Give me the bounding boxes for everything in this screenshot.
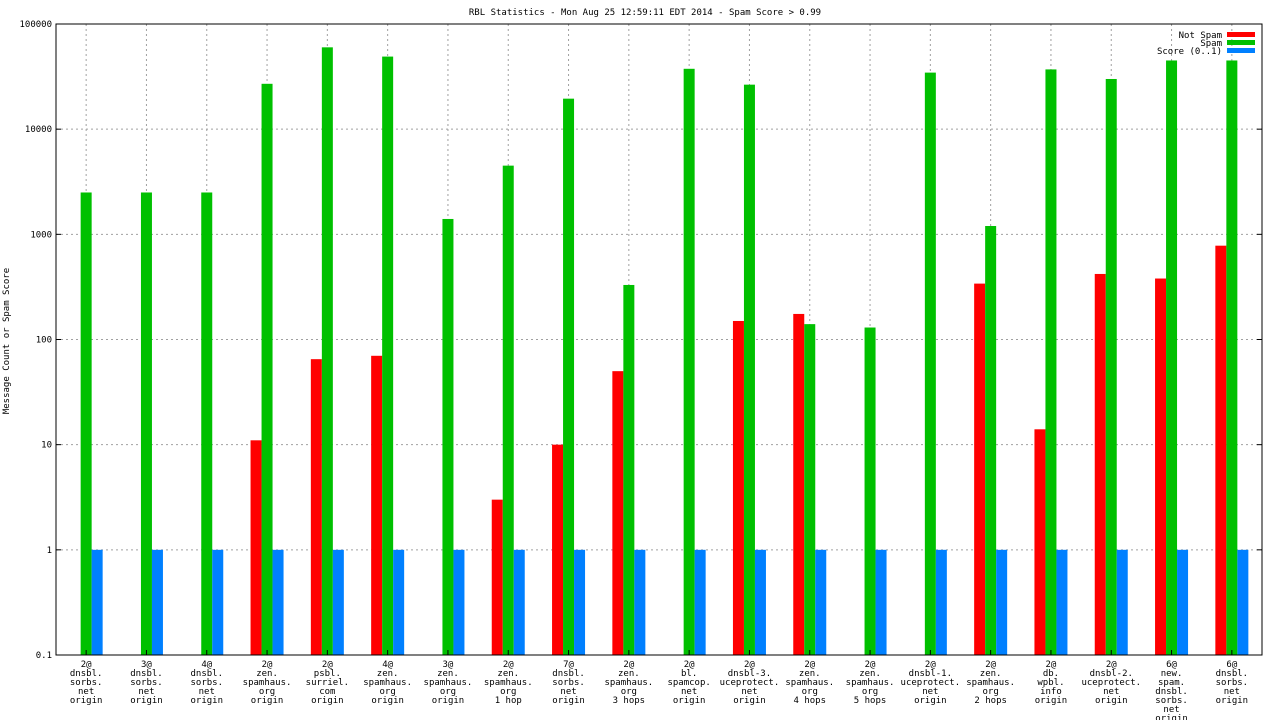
bar-not-spam [1155,278,1167,655]
x-tick-label: 2@ psbl. surriel. com origin [306,660,349,706]
bar-not-spam [310,359,322,655]
bar-score-0-1 [151,549,163,655]
x-tick-label: 2@ zen. spamhaus. org 2 hops [966,660,1015,706]
bar-spam [140,192,152,655]
x-tick-label: 4@ dnsbl. sorbs. net origin [190,660,223,706]
bar-spam [1226,60,1238,656]
bar-not-spam [732,320,744,655]
bar-score-0-1 [815,549,827,655]
bar-score-0-1 [453,549,465,655]
bar-score-0-1 [1237,549,1249,655]
bar-spam [563,98,575,656]
bar-not-spam [1215,245,1227,655]
bar-score-0-1 [996,549,1008,655]
bar-not-spam [793,313,805,655]
bar-score-0-1 [212,549,224,655]
bar-not-spam [1094,273,1106,655]
bar-not-spam [371,355,383,655]
legend-swatch [1227,40,1255,45]
bar-score-0-1 [754,549,766,655]
x-tick-label: 2@ dnsbl. sorbs. net origin [70,660,103,706]
x-tick-label: 4@ zen. spamhaus. org origin [363,660,412,706]
y-tick-label: 1000 [30,230,52,240]
bar-not-spam [612,371,624,655]
bar-score-0-1 [935,549,947,655]
chart-title: RBL Statistics - Mon Aug 25 12:59:11 EDT… [469,8,821,18]
x-tick-label: 2@ bl. spamcop. net origin [667,660,710,706]
bar-spam [261,83,273,655]
x-tick-label: 2@ zen. spamhaus. org 5 hops [846,660,895,706]
x-tick-label: 7@ dnsbl. sorbs. net origin [552,660,585,706]
x-tick-label: 2@ zen. spamhaus. org 1 hop [484,660,533,706]
y-tick-label: 10 [41,441,52,451]
bar-score-0-1 [1056,549,1068,655]
bar-spam [864,327,876,655]
bar-spam [201,192,213,655]
legend-label: Not Spam [1179,31,1222,41]
bar-not-spam [1034,429,1046,655]
bar-score-0-1 [574,549,586,655]
bar-spam [683,68,695,655]
bar-spam [1166,60,1178,656]
bar-not-spam [250,440,262,655]
x-tick-label: 2@ dnsbl-1. uceprotect. net origin [901,660,961,706]
x-tick-label: 2@ db. wpbl. info origin [1035,660,1068,706]
x-tick-label: 3@ dnsbl. sorbs. net origin [130,660,163,706]
bar-score-0-1 [875,549,887,655]
x-tick-label: 3@ zen. spamhaus. org origin [424,660,473,706]
x-tick-label: 2@ zen. spamhaus. org 3 hops [604,660,653,706]
y-tick-label: 100 [36,336,52,346]
bar-spam [985,226,997,655]
x-tick-label: 2@ zen. spamhaus. org 4 hops [785,660,834,706]
bar-score-0-1 [694,549,706,655]
y-tick-label: 10000 [25,125,52,135]
y-tick-label: 100000 [19,20,52,30]
bar-spam [442,218,454,656]
bar-spam [502,165,514,655]
bar-not-spam [552,444,564,655]
bar-score-0-1 [634,549,646,655]
bar-spam [382,56,394,655]
bar-score-0-1 [1116,549,1128,655]
x-tick-label: 2@ zen. spamhaus. org origin [243,660,292,706]
bar-spam [623,284,635,655]
bar-spam [1045,69,1057,656]
bar-spam [804,324,816,655]
bar-score-0-1 [1177,549,1189,655]
y-tick-label: 1 [47,546,52,556]
legend-label: Score (0..1) [1157,47,1222,57]
bars-layer [80,47,1249,656]
legend-swatch [1227,48,1255,53]
bar-spam [743,84,755,655]
bar-score-0-1 [272,549,284,655]
bar-spam [321,47,333,655]
bar-spam [1105,78,1117,655]
bar-score-0-1 [393,549,405,655]
x-labels-layer: 2@ dnsbl. sorbs. net origin 3@ dnsbl. sorbs. net… [70,660,1248,720]
x-tick-label: 6@ new. spam. dnsbl. sorbs. net origin [1155,660,1188,720]
bar-not-spam [491,499,503,655]
plot-frame [55,23,1263,656]
bar-spam [924,72,936,656]
x-tick-label: 2@ dnsbl-3. uceprotect. net origin [720,660,780,706]
y-axis-label: Message Count or Spam Score [2,268,12,414]
grid-layer [56,24,1262,655]
bar-score-0-1 [513,549,525,655]
x-tick-label: 2@ dnsbl-2. uceprotect. net origin [1081,660,1141,706]
bar-not-spam [974,283,986,655]
legend-swatch [1227,32,1255,37]
bar-score-0-1 [91,549,103,655]
bar-spam [80,192,92,655]
x-tick-label: 6@ dnsbl. sorbs. net origin [1216,660,1249,706]
bar-score-0-1 [332,549,344,655]
legend-label: Spam [1200,39,1222,49]
y-tick-label: 0.1 [36,651,52,661]
